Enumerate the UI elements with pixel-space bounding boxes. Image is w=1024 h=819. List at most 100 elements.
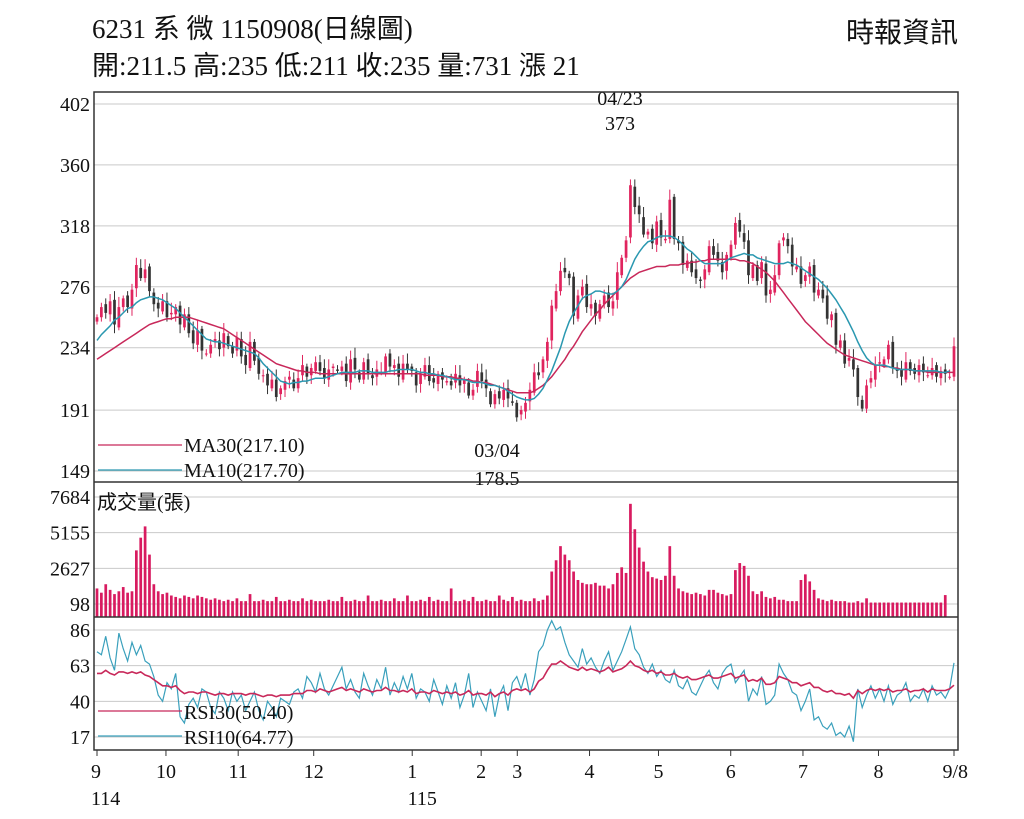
candle-body <box>410 366 414 371</box>
volume-bar <box>515 601 519 617</box>
price-tick-label: 149 <box>60 461 90 483</box>
candle-body <box>462 379 466 384</box>
candle-body <box>248 341 252 369</box>
candle-body <box>878 362 882 364</box>
volume-bar <box>847 602 851 617</box>
candle-body <box>292 379 296 389</box>
volume-bar <box>392 598 396 617</box>
volume-tick-label: 98 <box>70 594 90 616</box>
volume-bar <box>266 601 269 617</box>
candle-body <box>672 196 676 239</box>
candle-body <box>747 240 750 276</box>
volume-bar <box>476 601 479 617</box>
candle-body <box>266 373 269 386</box>
price-tick-label: 234 <box>60 338 90 360</box>
candle-body <box>790 244 794 267</box>
volume-bar <box>410 601 414 617</box>
candle-body <box>751 265 755 279</box>
volume-bar <box>580 582 584 617</box>
volume-tick-label: 5155 <box>50 523 90 545</box>
volume-bar <box>926 602 930 617</box>
candle-body <box>922 363 925 373</box>
volume-bar <box>913 602 917 617</box>
volume-bar <box>637 547 641 617</box>
volume-bars <box>95 503 947 617</box>
volume-bar <box>401 601 405 617</box>
candle-body <box>432 378 436 383</box>
candle-body <box>449 381 453 386</box>
candle-body <box>191 330 195 344</box>
volume-bar <box>200 596 204 617</box>
volume-bar <box>357 601 361 617</box>
volume-bar <box>751 591 755 617</box>
candle-body <box>891 341 895 369</box>
candle-body <box>169 312 173 315</box>
candle-body <box>887 344 890 360</box>
candle-body <box>134 265 138 289</box>
candle-body <box>865 385 868 409</box>
volume-bar <box>904 602 908 617</box>
volume-bar <box>655 578 659 617</box>
volume-bar <box>834 601 838 617</box>
candle-body <box>222 333 226 348</box>
x-tick-label: 9 <box>91 761 101 783</box>
volume-bar <box>712 589 715 617</box>
candle-body <box>624 240 628 258</box>
volume-bar <box>371 601 374 617</box>
volume-bar <box>108 589 112 617</box>
candle-body <box>506 388 510 399</box>
rsi10-legend-label: RSI10(64.77) <box>184 727 293 749</box>
candle-body <box>677 240 680 244</box>
price-tick-label: 318 <box>60 216 90 238</box>
candle-body <box>257 357 261 374</box>
candle-body <box>209 344 213 354</box>
volume-bar <box>458 601 462 617</box>
candle-body <box>108 301 112 315</box>
ohlc-summary: 開:211.5 高:235 低:211 收:235 量:731 漲 21 <box>92 51 580 81</box>
volume-bar <box>349 601 352 617</box>
volume-bar <box>113 594 116 617</box>
candle-body <box>511 401 514 403</box>
volume-bar <box>506 601 510 617</box>
candle-body <box>231 346 234 354</box>
volume-bar <box>449 588 453 617</box>
volume-bar <box>742 565 746 617</box>
volume-bar <box>852 602 855 617</box>
candle-body <box>546 341 549 361</box>
candle-body <box>384 356 387 373</box>
candle-body <box>161 301 164 312</box>
volume-bar <box>406 595 409 617</box>
candle-body <box>414 372 418 386</box>
plot-frame <box>93 91 959 751</box>
volume-bar <box>511 596 514 617</box>
candle-body <box>773 275 777 293</box>
candle-body <box>843 340 847 364</box>
candle-body <box>165 301 169 318</box>
candle-body <box>401 363 405 380</box>
volume-tick-label: 7684 <box>50 487 90 509</box>
volume-bar <box>922 602 925 617</box>
volume-bar <box>222 601 226 617</box>
candle-body <box>699 279 702 281</box>
ma10-line <box>96 235 950 401</box>
candle-body <box>113 299 116 325</box>
candle-body <box>734 222 737 245</box>
price-tick-label: 276 <box>60 277 90 299</box>
volume-bar <box>598 585 602 617</box>
candle-body <box>642 217 645 235</box>
volume-bar <box>196 595 199 617</box>
volume-bar <box>305 601 309 617</box>
volume-bar <box>865 598 868 617</box>
candle-body <box>852 359 855 370</box>
volume-bar <box>869 602 873 617</box>
candle-body <box>952 346 956 377</box>
candle-body <box>594 302 597 316</box>
volume-bar <box>716 592 720 617</box>
volume-bar <box>843 601 847 617</box>
volume-bar <box>314 601 317 617</box>
volume-bar <box>734 570 737 617</box>
candle-body <box>795 266 798 270</box>
candle-body <box>664 238 667 241</box>
candle-body <box>200 328 204 351</box>
volume-bar <box>165 592 169 617</box>
